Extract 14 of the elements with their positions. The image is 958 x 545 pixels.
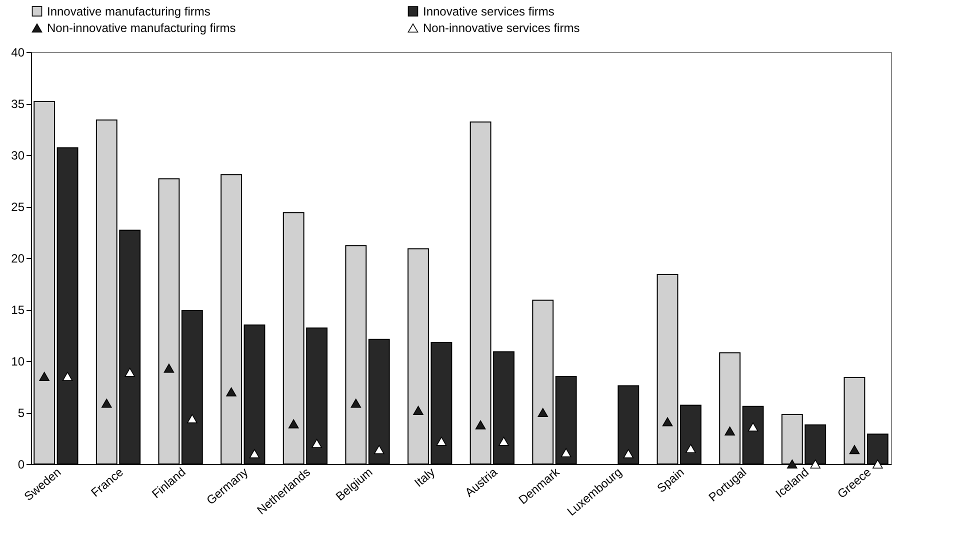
y-tick-label: 10 xyxy=(11,354,25,368)
y-tick-label: 35 xyxy=(11,97,25,111)
y-tick-label: 15 xyxy=(11,303,25,317)
y-tick-label: 30 xyxy=(11,148,25,162)
legend-label: Innovative manufacturing firms xyxy=(47,4,210,18)
legend-label: Innovative services firms xyxy=(423,4,554,18)
y-tick-label: 0 xyxy=(18,458,25,472)
x-tick-label: Italy xyxy=(412,464,438,490)
legend-label: Non-innovative services firms xyxy=(423,21,580,35)
y-tick-label: 25 xyxy=(11,200,25,214)
y-tick-label: 40 xyxy=(11,46,25,60)
y-tick-label: 20 xyxy=(11,252,25,266)
y-tick-label: 5 xyxy=(18,406,25,420)
legend-label: Non-innovative manufacturing firms xyxy=(47,21,236,35)
